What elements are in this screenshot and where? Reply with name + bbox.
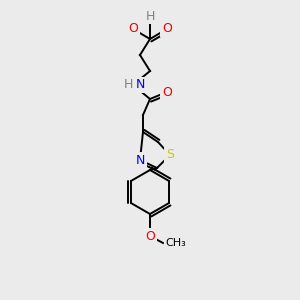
Text: CH₃: CH₃ xyxy=(165,238,186,248)
Text: H: H xyxy=(124,79,133,92)
Text: O: O xyxy=(145,230,155,242)
Text: O: O xyxy=(162,85,172,98)
Text: N: N xyxy=(135,154,145,166)
Text: S: S xyxy=(166,148,174,161)
Text: O: O xyxy=(162,22,172,35)
Text: H: H xyxy=(145,10,155,22)
Text: N: N xyxy=(136,79,146,92)
Text: O: O xyxy=(128,22,138,35)
